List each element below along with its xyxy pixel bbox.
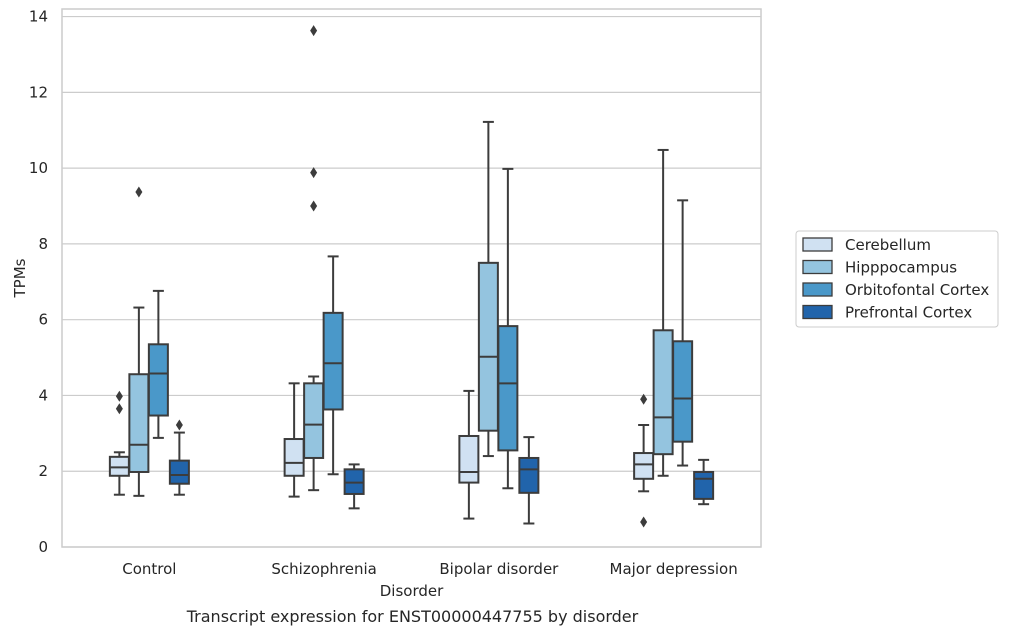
legend-item: Hipppocampus — [802, 259, 957, 277]
iqr-box — [672, 340, 694, 443]
box-prefrontal-cortex — [343, 463, 365, 510]
outlier-point — [310, 25, 318, 37]
y-tick-label: 12 — [29, 83, 48, 101]
box-orbitofontal-cortex — [322, 255, 344, 476]
outlier-point — [310, 167, 318, 179]
legend-item: Cerebellum — [802, 236, 931, 254]
legend-frame — [795, 230, 999, 328]
legend-swatch — [802, 304, 833, 320]
legend-items: Cerebellum Hipppocampus Orbitofontal Corte… — [802, 236, 989, 322]
y-tick-label: 10 — [29, 159, 48, 177]
x-tick-labels: Control Schizophrenia Bipolar disorder Majo… — [122, 560, 737, 578]
outlier-point — [640, 393, 648, 405]
iqr-box — [477, 261, 499, 432]
iqr-box — [497, 325, 519, 452]
box-orbitofontal-cortex — [672, 199, 694, 467]
iqr-box — [168, 459, 190, 485]
box-cerebellum — [108, 390, 130, 496]
x-tick-label: Schizophrenia — [271, 560, 376, 578]
y-tick-label: 2 — [38, 462, 48, 480]
y-tick-label: 8 — [38, 235, 48, 253]
box-hipppocampus — [128, 186, 150, 497]
iqr-box — [458, 434, 480, 484]
box-prefrontal-cortex — [518, 436, 540, 525]
box-cerebellum — [633, 393, 655, 528]
iqr-box — [652, 329, 674, 456]
y-tick-label: 0 — [38, 538, 48, 556]
legend-label: Orbitofontal Cortex — [845, 281, 989, 299]
y-axis-title: TPMs — [11, 258, 29, 298]
box-hipppocampus — [303, 25, 325, 492]
outlier-point — [115, 403, 123, 415]
outlier-point — [115, 390, 123, 402]
y-tick-label: 6 — [38, 311, 48, 329]
legend: Cerebellum Hipppocampus Orbitofontal Corte… — [795, 230, 999, 328]
box-hipppocampus — [477, 120, 499, 458]
iqr-box — [283, 438, 305, 477]
legend-label: Prefrontal Cortex — [845, 304, 972, 322]
outlier-point — [640, 516, 648, 528]
boxes-layer — [108, 25, 715, 528]
iqr-box — [633, 452, 655, 480]
box-prefrontal-cortex — [168, 419, 190, 496]
y-tick-label: 14 — [29, 8, 48, 26]
outlier-point — [310, 200, 318, 212]
legend-label: Cerebellum — [845, 236, 931, 254]
chart-caption: Transcript expression for ENST0000044775… — [186, 607, 639, 626]
legend-swatch — [802, 237, 833, 252]
y-tick-label: 4 — [38, 386, 48, 404]
y-gridlines — [62, 15, 761, 548]
iqr-box — [147, 343, 169, 417]
iqr-box — [303, 382, 325, 459]
legend-swatch — [802, 259, 833, 275]
iqr-box — [693, 470, 715, 500]
iqr-box — [108, 455, 130, 477]
iqr-box — [518, 456, 540, 494]
box-orbitofontal-cortex — [147, 289, 169, 439]
iqr-box — [128, 373, 150, 473]
box-orbitofontal-cortex — [497, 167, 519, 490]
box-prefrontal-cortex — [693, 458, 715, 506]
plot-area-frame — [61, 8, 762, 548]
iqr-box — [322, 311, 344, 411]
x-tick-label: Major depression — [610, 560, 738, 578]
outlier-point — [175, 419, 183, 431]
box-cerebellum — [283, 382, 305, 498]
legend-item: Prefrontal Cortex — [802, 304, 972, 322]
x-tick-label: Bipolar disorder — [439, 560, 559, 578]
x-axis-title: Disorder — [380, 582, 444, 600]
legend-item: Orbitofontal Cortex — [802, 281, 989, 299]
y-tick-labels: 0 2 4 6 8 10 12 14 — [29, 8, 48, 556]
legend-swatch — [802, 282, 833, 297]
box-hipppocampus — [652, 148, 674, 477]
outlier-point — [135, 186, 143, 198]
box-cerebellum — [458, 389, 480, 520]
legend-label: Hipppocampus — [845, 259, 957, 277]
x-tick-label: Control — [122, 560, 176, 578]
